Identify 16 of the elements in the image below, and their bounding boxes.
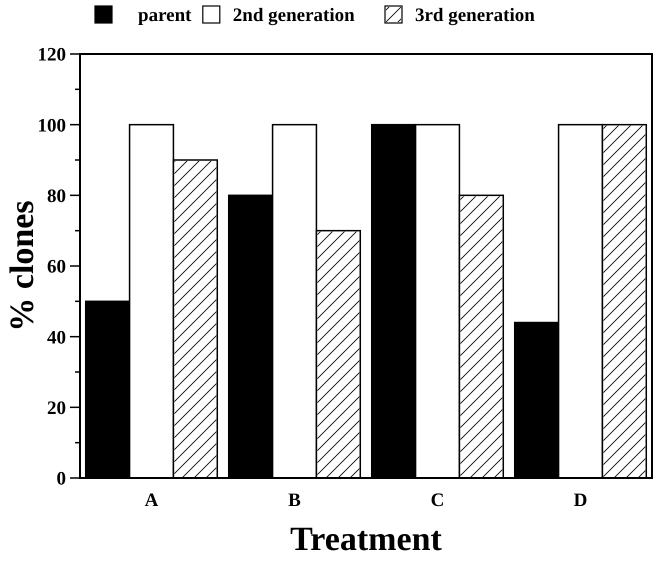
legend-label: 3rd generation xyxy=(415,5,536,26)
x-axis-title: Treatment xyxy=(290,521,443,558)
y-tick-label: 100 xyxy=(38,115,66,136)
y-tick-label: 0 xyxy=(56,468,66,490)
legend-label: 2nd generation xyxy=(232,5,356,26)
x-tick-label: B xyxy=(288,490,302,511)
y-tick-label: 120 xyxy=(38,44,66,66)
x-tick-label: A xyxy=(144,490,159,511)
x-tick-label: C xyxy=(430,490,444,511)
y-tick-label: 80 xyxy=(47,186,66,207)
y-tick-label: 20 xyxy=(47,398,66,419)
legend-label: parent xyxy=(138,5,192,26)
y-tick-label: 60 xyxy=(47,256,66,278)
y-tick-label: 40 xyxy=(47,327,66,348)
x-tick-label: D xyxy=(574,490,588,511)
y-axis-title: % clones xyxy=(4,200,41,332)
